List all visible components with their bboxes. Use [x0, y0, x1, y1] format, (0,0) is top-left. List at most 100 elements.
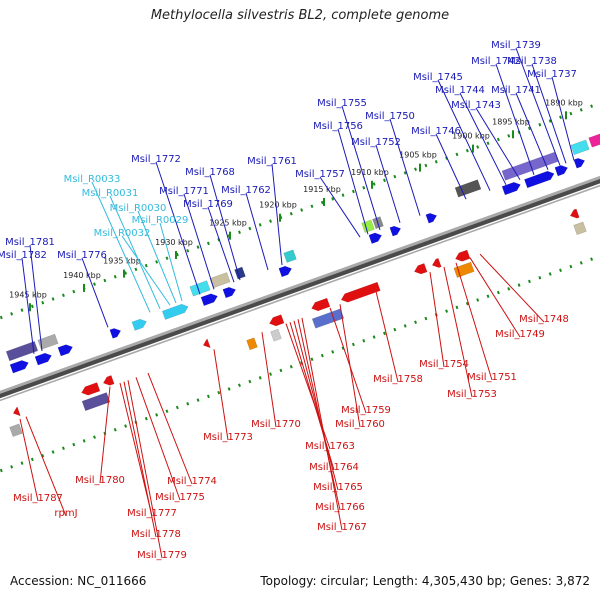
- leader-line: [459, 92, 507, 186]
- forward-gene-box-shape: [283, 249, 297, 263]
- genome-title: Methylocella silvestris BL2, complete ge…: [150, 8, 450, 23]
- gene-label: Msil_1765: [313, 482, 363, 493]
- leader-line: [25, 416, 67, 517]
- gene-label: Msil_1774: [167, 476, 217, 487]
- forward-gene-box: [234, 266, 246, 280]
- gene-label: Msil_R0030: [110, 203, 167, 214]
- reverse-gene-arrow-shape: [202, 338, 211, 348]
- gene-label: rpmJ: [54, 508, 77, 519]
- leader-line: [109, 195, 161, 309]
- forward-gene-arrow-shape: [34, 352, 52, 366]
- leader-line: [261, 332, 277, 428]
- scale-tick-label: 1925 kbp: [209, 219, 247, 228]
- reverse-gene-box-shape: [573, 221, 587, 236]
- gene-label: Msil_1737: [527, 69, 577, 80]
- leader-line: [99, 386, 111, 484]
- backbone-core: [0, 179, 600, 399]
- genome-summary-text: Topology: circular; Length: 4,305,430 bp…: [260, 574, 590, 588]
- reverse-gene-arrow-shape: [413, 263, 428, 275]
- gene-label: Msil_1767: [317, 522, 367, 533]
- gene-label: Msil_1779: [137, 550, 187, 561]
- leader-line: [135, 377, 181, 501]
- scale-tick-label: 1945 kbp: [9, 290, 47, 299]
- forward-gene-arrow: [9, 360, 29, 374]
- leader-line: [375, 291, 399, 383]
- rna-gene-arrow-shape: [161, 303, 189, 320]
- scale-tick-label: 1905 kbp: [399, 151, 437, 160]
- gene-label: Msil_1771: [159, 186, 209, 197]
- reverse-gene-arrow: [340, 281, 381, 303]
- gene-label: Msil_1769: [183, 199, 233, 210]
- forward-gene-box-shape: [570, 139, 590, 156]
- leader-line: [531, 63, 567, 164]
- reverse-gene-arrow: [311, 297, 331, 312]
- gene-label: Msil_R0031: [82, 188, 139, 199]
- forward-gene-box-shape: [454, 179, 482, 198]
- reverse-gene-arrow: [413, 263, 428, 275]
- scale-tick-label: 1940 kbp: [63, 271, 101, 280]
- gene-label: Msil_1776: [57, 250, 107, 261]
- leader-line: [271, 163, 283, 266]
- gene-label: Msil_1760: [335, 419, 385, 430]
- forward-gene-arrow: [200, 293, 218, 307]
- leader-line: [209, 174, 241, 281]
- forward-gene-arrow: [278, 265, 293, 278]
- leader-line: [329, 307, 367, 414]
- leader-line: [515, 47, 561, 166]
- gene-label: Msil_1761: [247, 156, 297, 167]
- reverse-gene-arrow: [202, 338, 211, 348]
- forward-gene-arrow-shape: [278, 265, 293, 278]
- leader-line: [495, 63, 535, 175]
- forward-gene-arrow-shape: [368, 232, 383, 244]
- scale-tick-label: 1910 kbp: [351, 168, 389, 177]
- leader-line: [319, 176, 361, 238]
- forward-gene-arrow-shape: [9, 360, 29, 374]
- leader-line: [159, 222, 183, 301]
- leader-line: [19, 418, 39, 502]
- reverse-gene-arrow: [102, 375, 115, 386]
- reverse-gene-arrow: [12, 406, 21, 416]
- leader-line: [339, 304, 361, 428]
- genome-backbone: [0, 175, 600, 402]
- label-lines: [19, 47, 575, 559]
- reverse-gene-box-shape: [9, 423, 23, 437]
- leader-line: [127, 380, 163, 559]
- leader-line: [207, 206, 235, 283]
- gene-label: Msil_1752: [351, 137, 401, 148]
- forward-gene-arrow-shape: [109, 328, 122, 339]
- forward-gene-box-shape: [5, 341, 39, 362]
- forward-gene-arrow: [425, 212, 438, 224]
- reverse-gene-arrow-shape: [455, 249, 471, 262]
- gene-label: Msil_1762: [221, 185, 271, 196]
- gene-label: Msil_1777: [127, 508, 177, 519]
- scale-tick-label: 1930 kbp: [155, 238, 193, 247]
- gene-label: Msil_1751: [467, 372, 517, 383]
- gene-label: Msil_1780: [75, 475, 125, 486]
- rna-gene-arrow-shape: [131, 318, 147, 331]
- scale-tick-label: 1890 kbp: [545, 98, 583, 107]
- reverse-gene-box-shape: [311, 308, 345, 329]
- forward-gene-arrow: [222, 286, 237, 299]
- forward-gene-arrow: [57, 344, 73, 357]
- reverse-gene-arrow-shape: [340, 281, 381, 303]
- leader-line: [91, 181, 151, 313]
- gene-label: Msil_1741: [491, 85, 541, 96]
- gene-label: Msil_1742: [471, 56, 521, 67]
- gene-label: Msil_1739: [491, 40, 541, 51]
- forward-gene-box: [209, 272, 231, 289]
- gene-label: Msil_R0033: [64, 174, 121, 185]
- gene-label: Msil_1750: [365, 111, 415, 122]
- forward-gene-box: [570, 139, 590, 156]
- forward-gene-box-shape: [189, 280, 211, 297]
- forward-gene-arrow: [524, 170, 555, 189]
- leader-line: [429, 271, 445, 368]
- forward-gene-arrow: [109, 328, 122, 339]
- rna-gene-arrow: [161, 303, 189, 320]
- gene-label: Msil_R0029: [132, 215, 189, 226]
- leader-line: [515, 92, 549, 170]
- leader-line: [551, 76, 575, 161]
- leader-line: [455, 262, 493, 381]
- reverse-gene-arrow: [455, 249, 471, 262]
- forward-gene-box: [37, 333, 59, 350]
